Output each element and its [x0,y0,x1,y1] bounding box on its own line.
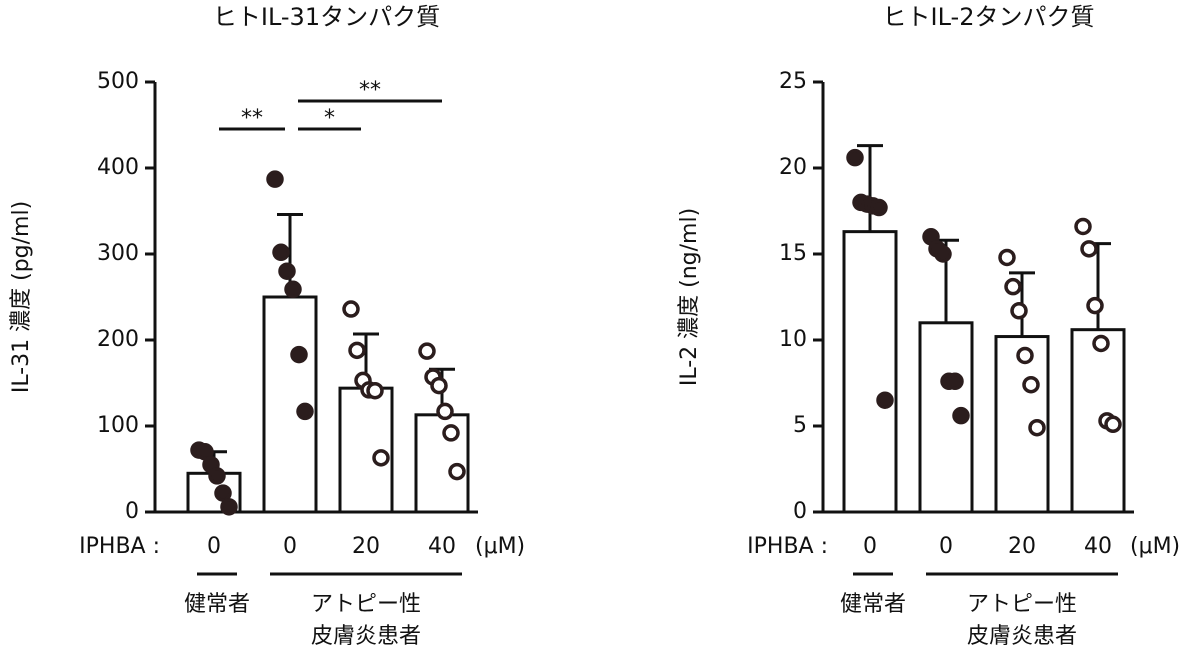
group-label: アトピー性 [967,592,1077,617]
data-point [876,391,894,409]
y-tick-label: 400 [97,155,139,180]
data-point [342,300,360,318]
group-label: 皮膚炎患者 [967,624,1077,649]
y-tick-label: 20 [779,155,807,180]
data-point [366,381,384,400]
data-point [214,484,232,502]
group-label: 健常者 [184,592,250,617]
data-point [220,498,238,516]
group-label: アトピー性 [311,592,421,617]
y-tick-label: 10 [779,327,807,352]
group-label: 皮膚炎患者 [311,624,421,649]
data-point [208,467,226,485]
x-prefix: IPHBA : [747,534,828,559]
x-tick-label: 40 [428,534,456,559]
y-tick-label: 25 [779,69,807,94]
y-tick-label: 0 [793,499,807,524]
data-point [952,406,970,425]
data-point [436,402,454,421]
data-point [1004,277,1022,296]
x-unit: (μM) [475,534,525,559]
data-point [430,376,448,395]
bar [918,321,974,514]
x-tick-label: 0 [207,534,221,559]
data-point [442,424,460,442]
bar [414,413,470,514]
x-tick-label: 0 [863,534,877,559]
y-axis-label: IL-31 濃度 (pg/ml) [9,201,34,393]
significance-label: ** [359,78,381,103]
y-tick-label: 100 [97,413,139,438]
data-point [1016,346,1034,365]
data-point [290,345,308,364]
chart-title: ヒトIL-2タンパク質 [883,3,1095,31]
x-tick-label: 40 [1084,534,1112,559]
y-tick-label: 15 [779,241,807,266]
y-tick-label: 200 [97,327,139,352]
y-tick-label: 0 [125,499,139,524]
data-point [1086,296,1104,315]
data-point [296,402,314,421]
x-unit: (μM) [1130,534,1180,559]
data-point [266,170,284,188]
x-tick-label: 20 [352,534,380,559]
data-point [418,342,436,360]
data-point [1092,334,1110,353]
y-tick-label: 5 [793,413,807,438]
y-tick-label: 300 [97,241,139,266]
x-prefix: IPHBA : [79,534,160,559]
data-point [1074,217,1092,236]
data-point [272,243,290,262]
bar [262,295,318,514]
chart-title: ヒトIL-31タンパク質 [213,3,440,31]
data-point [998,248,1016,267]
data-point [348,341,366,360]
data-point [1022,375,1040,394]
data-point [278,262,296,280]
x-tick-label: 20 [1008,534,1036,559]
data-point [1028,418,1046,437]
group-label: 健常者 [840,592,906,617]
data-point [448,462,466,481]
data-point [846,148,864,167]
x-tick-label: 0 [283,534,297,559]
data-point [1104,415,1122,434]
data-point [934,245,952,263]
significance-label: * [324,106,335,131]
x-tick-label: 0 [939,534,953,559]
data-point [1010,302,1028,320]
bar [842,230,898,514]
data-point [372,449,390,467]
significance-label: ** [241,106,263,131]
y-axis-label: IL-2 濃度 (ng/ml) [677,208,702,386]
y-tick-label: 500 [97,69,139,94]
data-point [284,280,302,299]
data-point [870,198,888,217]
data-point [1080,240,1098,258]
data-point [946,372,964,391]
